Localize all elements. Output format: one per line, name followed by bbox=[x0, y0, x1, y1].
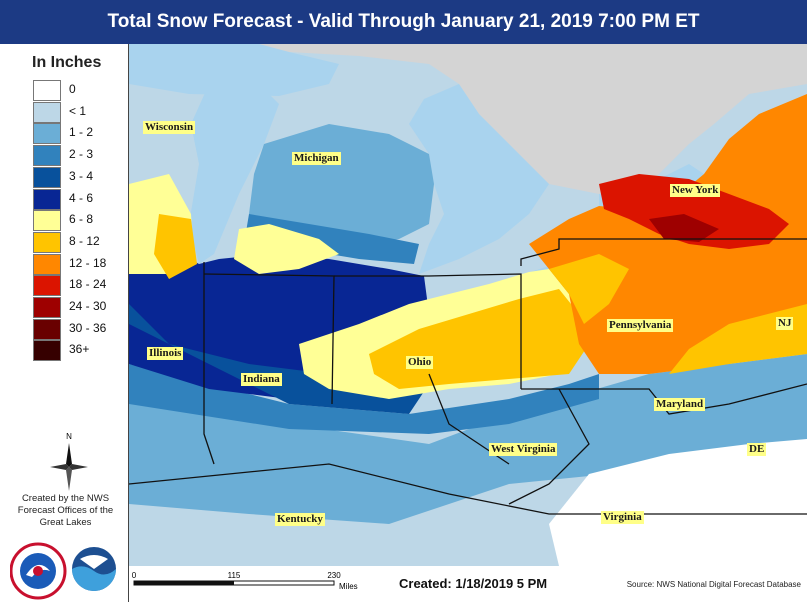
legend-label: 2 - 3 bbox=[69, 147, 94, 162]
map-footer: 0 115 230 Miles Created: 1/18/2019 5 PM … bbox=[129, 566, 807, 602]
state-label-new-york: New York bbox=[670, 184, 721, 197]
scale-unit: Miles bbox=[339, 582, 358, 591]
legend-label: 0 bbox=[69, 82, 76, 96]
created-date: Created: 1/18/2019 5 PM bbox=[399, 576, 548, 591]
state-label-west-virginia: West Virginia bbox=[489, 443, 558, 456]
state-label-illinois: Illinois bbox=[147, 347, 184, 360]
state-label-kentucky: Kentucky bbox=[275, 513, 325, 526]
lake-michigan bbox=[189, 84, 279, 264]
legend-swatch bbox=[33, 123, 61, 145]
legend-swatch bbox=[33, 188, 61, 210]
legend-swatch bbox=[33, 340, 61, 362]
state-label-de: DE bbox=[747, 443, 767, 456]
lake-superior bbox=[129, 44, 339, 96]
legend-panel: In Inches 0 < 1 1 - 2 2 - 3 3 - 4 4 - 6 6 - 8 8… bbox=[0, 44, 129, 602]
legend-swatch bbox=[33, 297, 61, 318]
compass-rose-icon: N bbox=[50, 432, 88, 491]
legend-label: 36+ bbox=[69, 342, 90, 357]
state-label-ohio: Ohio bbox=[406, 356, 434, 369]
map-title: Total Snow Forecast - Valid Through Janu… bbox=[0, 0, 807, 44]
legend-swatch bbox=[33, 80, 61, 101]
legend-label: 3 - 4 bbox=[69, 168, 94, 183]
credit-text: Created by the NWS Forecast Offices of t… bbox=[17, 493, 114, 528]
state-boundaries bbox=[129, 238, 807, 515]
noaa-logo-icon bbox=[72, 547, 116, 591]
legend-label: 30 - 36 bbox=[69, 320, 107, 335]
scale-tick-2: 230 bbox=[327, 571, 341, 580]
scale-tick-0: 0 bbox=[132, 571, 137, 580]
legend-swatch bbox=[33, 166, 61, 188]
nws-logo-icon bbox=[10, 542, 67, 600]
legend-label: 24 - 30 bbox=[69, 299, 107, 313]
lake-huron bbox=[409, 84, 549, 274]
legend-label: 4 - 6 bbox=[69, 190, 94, 205]
agency-logos bbox=[10, 542, 116, 600]
state-label-nj: NJ bbox=[776, 317, 794, 330]
state-label-virginia: Virginia bbox=[601, 511, 644, 524]
legend-swatch bbox=[33, 101, 61, 123]
compass-north-label: N bbox=[66, 432, 72, 441]
state-label-michigan: Michigan bbox=[292, 152, 341, 165]
heavy-snow-core bbox=[599, 174, 789, 249]
legend-swatch bbox=[33, 231, 61, 253]
state-label-wisconsin: Wisconsin bbox=[143, 121, 196, 134]
legend-title: In Inches bbox=[32, 54, 102, 71]
state-label-indiana: Indiana bbox=[241, 373, 282, 386]
legend-label: 8 - 12 bbox=[69, 233, 100, 248]
source-text: Source: NWS National Digital Forecast Da… bbox=[626, 580, 801, 589]
legend-label: 6 - 8 bbox=[69, 212, 94, 227]
legend-swatch bbox=[33, 145, 61, 167]
snow-forecast-map bbox=[129, 44, 807, 566]
state-label-maryland: Maryland bbox=[654, 398, 706, 411]
legend-swatch bbox=[33, 318, 61, 340]
scale-tick-1: 115 bbox=[228, 571, 241, 580]
canada-region bbox=[259, 44, 807, 194]
legend-swatch bbox=[33, 210, 61, 232]
scale-bar: 0 115 230 Miles bbox=[132, 571, 358, 591]
legend-label: 1 - 2 bbox=[69, 125, 94, 140]
legend-swatch bbox=[33, 275, 61, 297]
legend-label: < 1 bbox=[69, 103, 87, 118]
state-label-pennsylvania: Pennsylvania bbox=[607, 319, 674, 332]
legend-label: 18 - 24 bbox=[69, 277, 107, 292]
legend-swatch bbox=[33, 253, 61, 275]
legend-label: 12 - 18 bbox=[69, 255, 107, 270]
